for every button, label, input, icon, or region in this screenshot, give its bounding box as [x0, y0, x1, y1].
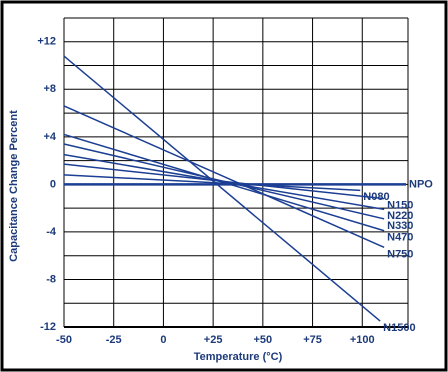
y-tick-label: -12 — [40, 321, 56, 333]
x-tick-label: -25 — [106, 334, 122, 346]
series-line — [63, 105, 385, 249]
series-line — [63, 143, 385, 220]
series-label: N220 — [387, 210, 413, 222]
y-tick-label: +12 — [37, 36, 56, 48]
x-tick-label: 0 — [160, 334, 166, 346]
y-tick-label: 0 — [50, 178, 56, 190]
series-label: N330 — [387, 220, 413, 232]
y-axis-title: Capacitance Change Percent — [8, 110, 20, 262]
y-tick-label: +8 — [43, 83, 56, 95]
y-tick-label: +4 — [43, 131, 56, 143]
series-label: N470 — [387, 232, 413, 244]
x-tick-label: +75 — [303, 334, 322, 346]
series-label: N150 — [387, 200, 413, 212]
y-tick-label: -4 — [46, 226, 57, 238]
series-label: N750 — [387, 248, 413, 260]
x-tick-label: +100 — [350, 334, 375, 346]
y-tick-label: -8 — [46, 273, 56, 285]
series-line — [63, 55, 381, 322]
x-axis-title: Temperature (°C) — [194, 351, 283, 363]
series-label: NPO — [409, 178, 433, 190]
x-tick-label: +50 — [254, 334, 273, 346]
x-tick-label: -50 — [56, 334, 72, 346]
series-label: N1500 — [383, 322, 415, 334]
x-tick-label: +25 — [204, 334, 223, 346]
series-line — [63, 133, 385, 232]
series-line — [63, 174, 361, 192]
